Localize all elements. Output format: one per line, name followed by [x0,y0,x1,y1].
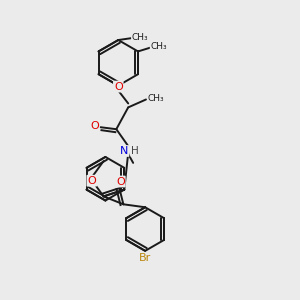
Text: Br: Br [139,253,151,263]
Text: CH₃: CH₃ [151,42,167,51]
Text: O: O [116,176,125,187]
Text: O: O [114,82,123,92]
Text: CH₃: CH₃ [132,33,148,42]
Text: O: O [87,176,96,186]
Text: N: N [120,146,128,156]
Text: H: H [131,146,139,156]
Text: O: O [90,121,99,131]
Text: CH₃: CH₃ [148,94,164,103]
